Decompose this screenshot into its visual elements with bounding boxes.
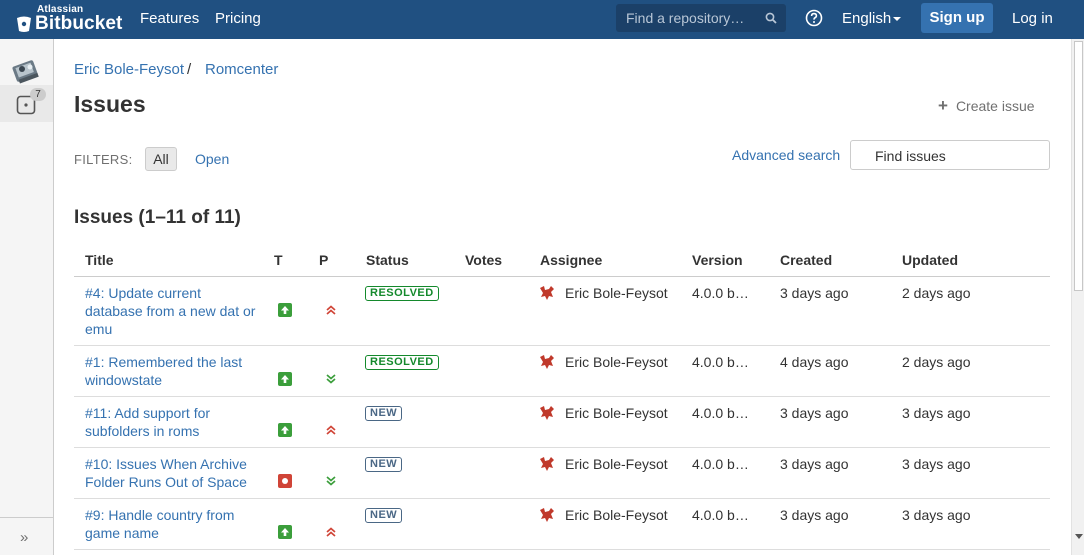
column-header-version[interactable]: Version bbox=[692, 252, 743, 268]
version-cell: 4.0.0 b… bbox=[692, 285, 749, 301]
column-header-type[interactable]: T bbox=[274, 252, 283, 268]
assignee-avatar-icon bbox=[540, 508, 554, 522]
assignee-avatar-icon bbox=[540, 286, 554, 300]
column-header-created[interactable]: Created bbox=[780, 252, 833, 268]
nav-pricing[interactable]: Pricing bbox=[215, 10, 261, 27]
breadcrumb-separator: / bbox=[187, 61, 192, 78]
assignee-name[interactable]: Eric Bole-Feysot bbox=[565, 285, 668, 301]
enhancement-type-icon bbox=[278, 372, 292, 386]
version-cell: 4.0.0 b… bbox=[692, 354, 749, 370]
major-priority-icon bbox=[326, 425, 336, 435]
log-in-link[interactable]: Log in bbox=[1012, 10, 1053, 27]
find-issues-input[interactable]: Find issues bbox=[850, 140, 1050, 170]
sidebar-item-issues[interactable]: 7 bbox=[0, 85, 53, 122]
scroll-down-arrow-icon[interactable] bbox=[1075, 534, 1083, 539]
bitbucket-logo[interactable]: Atlassian Bitbucket bbox=[16, 4, 122, 34]
row-divider bbox=[74, 549, 1050, 550]
status-badge: RESOLVED bbox=[365, 286, 439, 301]
top-navigation-bar: Atlassian Bitbucket Features Pricing Fin… bbox=[0, 0, 1084, 39]
assignee-avatar-icon bbox=[540, 406, 554, 420]
status-badge: NEW bbox=[365, 508, 403, 523]
find-issues-placeholder: Find issues bbox=[875, 148, 946, 164]
issue-title-link[interactable]: #4: Update current database from a new d… bbox=[85, 285, 256, 337]
sidebar-divider bbox=[0, 517, 53, 518]
filter-all-button[interactable]: All bbox=[145, 147, 177, 171]
row-divider bbox=[74, 396, 1050, 397]
issue-title-link[interactable]: #11: Add support for subfolders in roms bbox=[85, 405, 211, 439]
version-cell: 4.0.0 b… bbox=[692, 405, 749, 421]
atlassian-label: Atlassian bbox=[37, 4, 84, 15]
chevron-down-icon bbox=[893, 17, 901, 21]
page-title: Issues bbox=[74, 91, 146, 117]
major-priority-icon bbox=[326, 527, 336, 537]
table-header-divider bbox=[74, 276, 1050, 277]
assignee-name[interactable]: Eric Bole-Feysot bbox=[565, 405, 668, 421]
status-badge: NEW bbox=[365, 406, 403, 421]
assignee-avatar-icon bbox=[540, 457, 554, 471]
minor-priority-icon bbox=[326, 374, 336, 384]
bucket-icon bbox=[17, 16, 31, 32]
repository-search-input[interactable]: Find a repository… bbox=[616, 4, 786, 32]
updated-cell: 3 days ago bbox=[902, 405, 971, 421]
create-issue-label: Create issue bbox=[955, 98, 1035, 114]
language-selector[interactable]: English bbox=[842, 10, 892, 27]
filters-label: FILTERS: bbox=[74, 152, 133, 167]
column-header-status[interactable]: Status bbox=[366, 252, 409, 268]
search-placeholder: Find a repository… bbox=[626, 10, 745, 26]
expand-sidebar-button[interactable]: » bbox=[20, 529, 29, 546]
enhancement-type-icon bbox=[278, 423, 292, 437]
minor-priority-icon bbox=[326, 476, 336, 486]
row-divider bbox=[74, 498, 1050, 499]
column-header-priority[interactable]: P bbox=[319, 252, 329, 268]
column-header-title[interactable]: Title bbox=[85, 252, 114, 268]
issues-icon bbox=[16, 95, 36, 115]
major-priority-icon bbox=[326, 305, 336, 315]
created-cell: 4 days ago bbox=[780, 354, 849, 370]
scrollbar-thumb[interactable] bbox=[1074, 41, 1083, 291]
issue-title-link[interactable]: #9: Handle country from game name bbox=[85, 507, 235, 541]
bitbucket-label: Bitbucket bbox=[35, 13, 123, 34]
issue-title-link[interactable]: #1: Remembered the last windowstate bbox=[85, 354, 243, 388]
advanced-search-link[interactable]: Advanced search bbox=[732, 147, 841, 163]
status-badge: RESOLVED bbox=[365, 355, 439, 370]
column-header-updated[interactable]: Updated bbox=[902, 252, 958, 268]
page-scrollbar[interactable] bbox=[1071, 39, 1084, 555]
enhancement-type-icon bbox=[278, 303, 292, 317]
version-cell: 4.0.0 b… bbox=[692, 456, 749, 472]
row-divider bbox=[74, 345, 1050, 346]
assignee-avatar-icon bbox=[540, 355, 554, 369]
created-cell: 3 days ago bbox=[780, 507, 849, 523]
created-cell: 3 days ago bbox=[780, 456, 849, 472]
status-badge: NEW bbox=[365, 457, 403, 472]
issues-list-title: Issues (1–11 of 11) bbox=[74, 207, 241, 228]
breadcrumb-owner[interactable]: Eric Bole-Feysot bbox=[74, 61, 185, 78]
create-issue-button[interactable]: + Create issue bbox=[938, 96, 1035, 116]
assignee-name[interactable]: Eric Bole-Feysot bbox=[565, 507, 668, 523]
enhancement-type-icon bbox=[278, 525, 292, 539]
left-sidebar: 7 » bbox=[0, 39, 54, 555]
updated-cell: 2 days ago bbox=[902, 285, 971, 301]
column-header-assignee[interactable]: Assignee bbox=[540, 252, 603, 268]
updated-cell: 2 days ago bbox=[902, 354, 971, 370]
search-icon bbox=[765, 12, 777, 24]
filter-open-link[interactable]: Open bbox=[195, 151, 230, 167]
repository-avatar-icon[interactable] bbox=[10, 55, 42, 85]
nav-features[interactable]: Features bbox=[140, 10, 200, 27]
breadcrumb-repository[interactable]: Romcenter bbox=[205, 61, 279, 78]
created-cell: 3 days ago bbox=[780, 405, 849, 421]
row-divider bbox=[74, 447, 1050, 448]
plus-icon: + bbox=[938, 96, 948, 115]
help-icon[interactable] bbox=[805, 9, 823, 27]
updated-cell: 3 days ago bbox=[902, 507, 971, 523]
issues-count-badge: 7 bbox=[30, 88, 46, 101]
issue-title-link[interactable]: #10: Issues When Archive Folder Runs Out… bbox=[85, 456, 247, 490]
assignee-name[interactable]: Eric Bole-Feysot bbox=[565, 456, 668, 472]
updated-cell: 3 days ago bbox=[902, 456, 971, 472]
assignee-name[interactable]: Eric Bole-Feysot bbox=[565, 354, 668, 370]
sign-up-button[interactable]: Sign up bbox=[921, 3, 993, 33]
column-header-votes[interactable]: Votes bbox=[465, 252, 503, 268]
version-cell: 4.0.0 b… bbox=[692, 507, 749, 523]
bug-type-icon bbox=[278, 474, 292, 488]
created-cell: 3 days ago bbox=[780, 285, 849, 301]
